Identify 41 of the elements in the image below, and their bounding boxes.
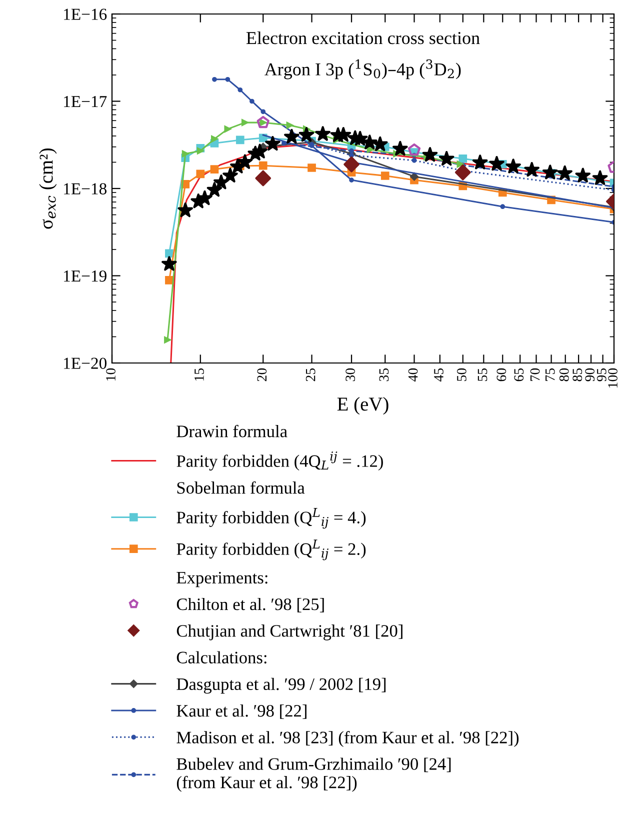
y-tick-label: 1E−18 — [64, 183, 107, 194]
text: Electron excitation cross section — [246, 31, 480, 44]
x-tick-label: 30 — [346, 368, 355, 382]
text: Argon I 3p ($^{1}$S$_{0}$)–4p ($^{3}$D$_{2}$) — [264, 59, 461, 80]
x-tick-label: 100 — [608, 368, 618, 388]
text: Drawin formula — [176, 424, 288, 438]
x-tick-label: 40 — [408, 368, 418, 382]
text: Calculations: — [176, 651, 266, 664]
x-tick-label: 85 — [572, 368, 582, 382]
x-tick-label: 35 — [379, 368, 389, 382]
y-axis-title: σ$_{exc}$ (cm²) — [39, 148, 57, 229]
x-tick-label: 10 — [106, 368, 116, 381]
text: Sobelman formula — [177, 481, 305, 494]
legend-label: Chilton et al. ′98 [25] — [176, 598, 324, 612]
x-tick-label: 70 — [530, 368, 540, 381]
y-tick-label: 1E−17 — [64, 96, 107, 108]
y-tick-label: 1E−19 — [64, 270, 106, 282]
legend-label: Kaur et al. ′98 [22] — [176, 704, 306, 719]
x-tick-label: 65 — [514, 368, 524, 382]
legend-label: Bubelev and Grum-Grzhimailo ′90 [24] (from Kaur et al. ′98 [22]) — [176, 758, 451, 792]
legend-label: Parity forbidden (4Q$_{L}$$^{ij}$ = .12) — [176, 452, 383, 471]
legend-label: Madison et al. ′98 [23] (from Kaur et al. ′98 [22]) — [176, 731, 519, 747]
x-tick-label: 95 — [596, 368, 606, 382]
x-tick-label: 50 — [456, 368, 466, 381]
x-tick-label: 90 — [585, 368, 595, 382]
y-tick-label: 1E−16 — [64, 8, 107, 20]
x-tick-label: 15 — [194, 368, 204, 381]
x-tick-label: 55 — [478, 368, 488, 381]
x-tick-label: 75 — [546, 368, 555, 381]
x-tick-label: 25 — [306, 368, 316, 382]
legend-label: Parity forbidden (Q$^{L}$$_{ij}$ = 4.) — [176, 508, 366, 529]
x-tick-label: 80 — [559, 368, 569, 382]
x-axis-title: E (eV) — [337, 397, 388, 415]
x-tick-label: 20 — [257, 368, 267, 382]
text: Experiments: — [176, 572, 268, 588]
x-tick-label: 45 — [434, 368, 444, 382]
y-tick-label: 1E−20 — [64, 358, 107, 369]
x-tick-label: 60 — [496, 368, 506, 382]
legend-label: Parity forbidden (Q$^{L}$$_{ij}$ = 2.) — [176, 540, 366, 560]
legend-label: Chutjian and Cartwright ′81 [20] — [176, 624, 402, 640]
legend-label: Dasgupta et al. ′99 / 2002 [19] — [176, 678, 386, 694]
